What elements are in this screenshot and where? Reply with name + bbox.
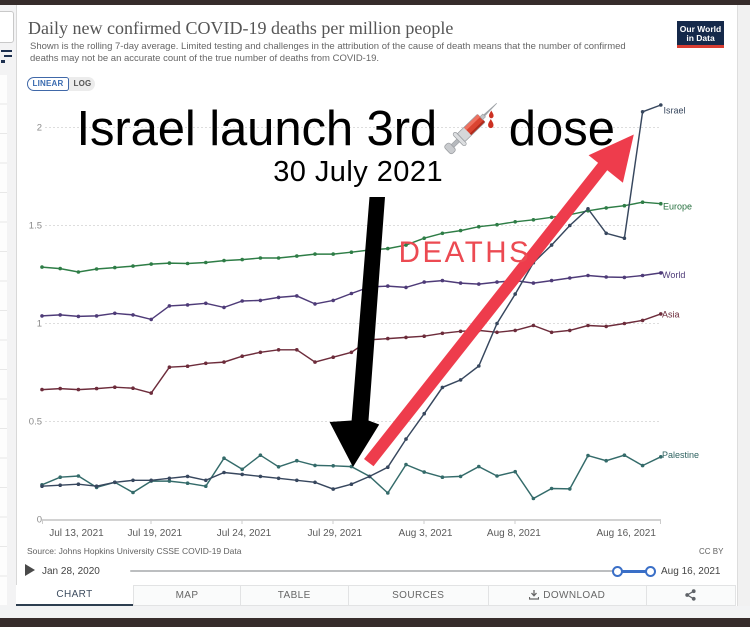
svg-text:2: 2 [37,123,42,134]
svg-text:Aug 16, 2021: Aug 16, 2021 [596,528,656,539]
svg-text:Jul 24, 2021: Jul 24, 2021 [217,528,272,539]
svg-text:Aug 3, 2021: Aug 3, 2021 [399,528,453,539]
svg-text:Jul 29, 2021: Jul 29, 2021 [308,528,363,539]
svg-text:Israel: Israel [664,106,686,116]
svg-text:World: World [662,270,685,280]
svg-text:Asia: Asia [662,310,680,320]
svg-text:1.5: 1.5 [29,221,42,232]
svg-text:0.5: 0.5 [29,417,42,428]
svg-text:Jul 13, 2021: Jul 13, 2021 [49,528,104,539]
svg-text:Palestine: Palestine [662,450,699,460]
svg-text:0: 0 [37,515,42,526]
svg-text:Aug 8, 2021: Aug 8, 2021 [487,528,541,539]
svg-text:Europe: Europe [663,202,692,212]
svg-text:Jul 19, 2021: Jul 19, 2021 [128,528,183,539]
svg-text:1: 1 [37,319,42,330]
